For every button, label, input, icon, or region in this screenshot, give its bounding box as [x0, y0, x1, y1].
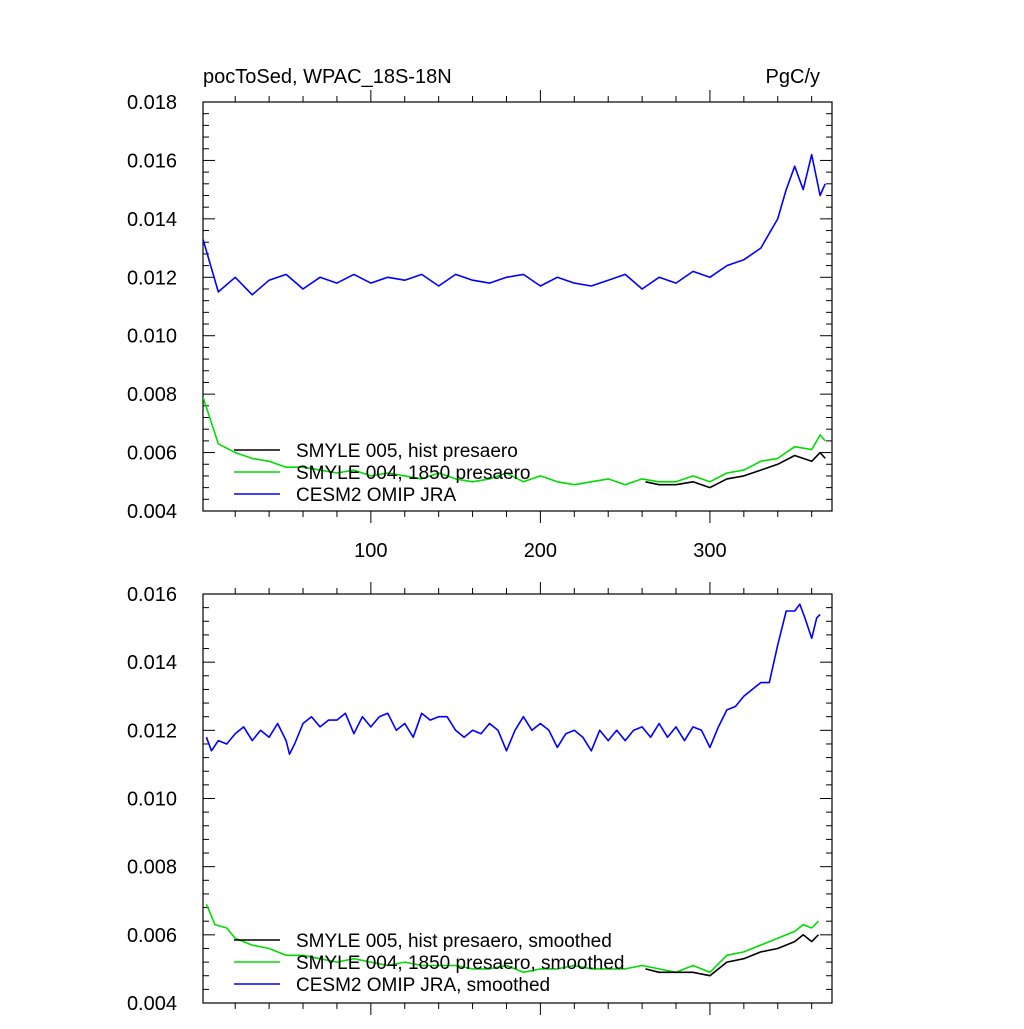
chart-units-label: PgC/y [766, 66, 820, 88]
y-tick-label: 0.004 [127, 501, 177, 523]
y-tick-label: 0.010 [127, 326, 177, 348]
series-line-smyle-005-hist-presaero-smoothed [645, 933, 819, 977]
legend-label-smyle-005-hist-presaero-smoothed: SMYLE 005, hist presaero, smoothed [296, 931, 612, 952]
y-tick-label: 0.016 [127, 150, 177, 172]
chart-title-left: pocToSed, WPAC_18S-18N [203, 66, 452, 88]
legend-label-cesm2-omip-jra: CESM2 OMIP JRA [296, 485, 456, 506]
y-tick-label: 0.010 [127, 789, 177, 811]
y-tick-label: 0.008 [127, 857, 177, 879]
y-tick-label: 0.006 [127, 925, 177, 947]
y-tick-label: 0.012 [127, 267, 177, 289]
y-tick-label: 0.014 [127, 652, 177, 674]
y-tick-label: 0.004 [127, 993, 177, 1015]
y-tick-label: 0.008 [127, 384, 177, 406]
series-line-cesm2-omip-jra-smoothed [205, 603, 821, 756]
series-line-cesm2-omip-jra [203, 153, 826, 296]
x-tick-label: 100 [354, 540, 387, 562]
legend-label-smyle-005-hist-presaero: SMYLE 005, hist presaero [296, 441, 518, 462]
chart-panel-1: 0.004 0.006 0.008 0.010 0.012 0.014 0.016 0.018… [127, 90, 833, 562]
series-line-smyle-004-1850-presaero-smoothed [205, 903, 819, 974]
legend-label-smyle-004-1850-presaero: SMYLE 004, 1850 presaero [296, 463, 531, 484]
y-tick-label: 0.012 [127, 720, 177, 742]
legend-label-cesm2-omip-jra-smoothed: CESM2 OMIP JRA, smoothed [296, 975, 550, 996]
x-tick-label: 300 [693, 540, 726, 562]
y-tick-label: 0.016 [127, 584, 177, 606]
chart-panel-2: 0.004 0.006 0.008 0.010 0.012 0.014 0.016 SMYLE… [127, 582, 833, 1015]
series-line-smyle-004-1850-presaero [203, 396, 826, 486]
y-tick-label: 0.014 [127, 209, 177, 231]
x-tick-label: 200 [524, 540, 557, 562]
plot-frame [202, 101, 833, 512]
legend-label-smyle-004-1850-presaero-smoothed: SMYLE 004, 1850 presaero, smoothed [296, 953, 624, 974]
y-tick-label: 0.018 [127, 92, 177, 114]
y-tick-label: 0.006 [127, 443, 177, 465]
series-line-smyle-005-hist-presaero [645, 451, 826, 489]
